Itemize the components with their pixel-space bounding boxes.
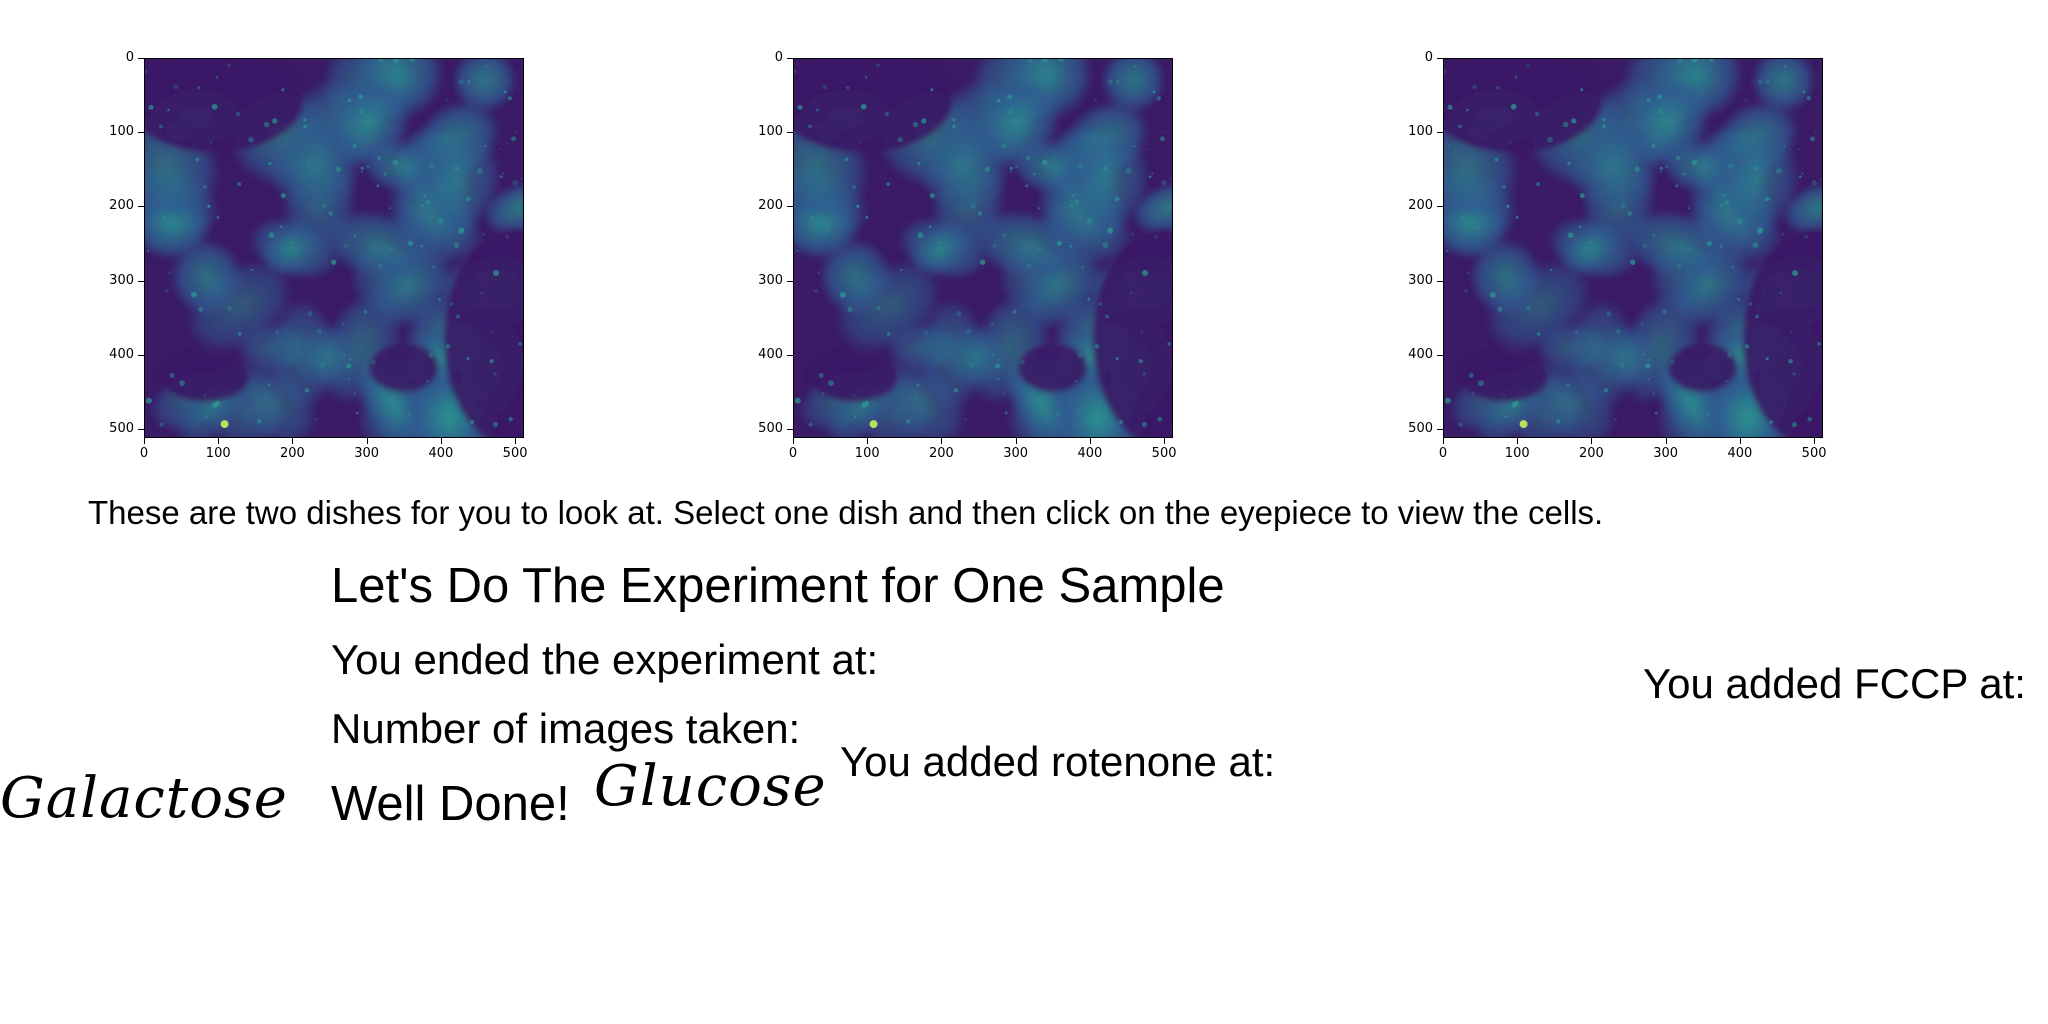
- y-tick-mark: [1437, 58, 1443, 59]
- y-tick-mark: [1437, 280, 1443, 282]
- microscopy-image-2: [793, 58, 1173, 438]
- y-tick-label: 300: [109, 272, 134, 288]
- x-tick-label: 400: [1077, 446, 1103, 461]
- x-tick-label: 200: [1579, 446, 1604, 461]
- ended-label: You ended the experiment at:: [331, 636, 879, 683]
- y-tick-mark: [787, 354, 793, 356]
- x-tick-label: 0: [139, 446, 149, 461]
- x-tick-label: 300: [354, 446, 380, 461]
- x-tick-mark: [1089, 438, 1091, 444]
- y-tick-mark: [787, 429, 793, 431]
- x-tick-label: 300: [1003, 446, 1029, 461]
- y-tick-mark: [1437, 354, 1443, 356]
- x-tick-label: 200: [929, 446, 954, 461]
- x-tick-mark: [440, 438, 442, 444]
- x-tick-mark: [515, 438, 517, 444]
- x-tick-mark: [867, 438, 869, 444]
- y-tick-mark: [787, 280, 793, 282]
- y-tick-mark: [787, 206, 793, 208]
- x-tick-label: 100: [205, 446, 231, 461]
- x-tick-label: 300: [1653, 446, 1679, 461]
- y-tick-label: 500: [109, 421, 134, 437]
- y-tick-label: 0: [1424, 50, 1433, 65]
- x-tick-label: 0: [1438, 446, 1448, 461]
- y-tick-label: 400: [109, 346, 134, 362]
- x-tick-label: 500: [1801, 446, 1827, 461]
- x-tick-mark: [366, 438, 368, 444]
- x-tick-mark: [144, 438, 145, 444]
- y-tick-mark: [138, 280, 144, 282]
- y-tick-label: 200: [758, 198, 783, 214]
- microscopy-image-3: [1443, 58, 1823, 438]
- x-tick-label: 400: [1727, 446, 1753, 461]
- experiment-heading: Let's Do The Experiment for One Sample: [331, 559, 1225, 613]
- x-tick-mark: [218, 438, 220, 444]
- x-tick-mark: [1015, 438, 1017, 444]
- x-tick-mark: [292, 438, 294, 444]
- x-tick-mark: [941, 438, 943, 444]
- y-tick-label: 200: [109, 198, 134, 214]
- y-tick-label: 500: [1408, 421, 1433, 437]
- x-tick-mark: [1517, 438, 1519, 444]
- y-tick-mark: [138, 354, 144, 356]
- y-tick-label: 0: [125, 50, 134, 65]
- y-tick-label: 0: [774, 50, 783, 65]
- rotenone-label: You added rotenone at:: [840, 738, 1276, 785]
- y-tick-mark: [138, 58, 144, 59]
- y-tick-label: 300: [758, 272, 783, 288]
- y-tick-label: 400: [758, 346, 783, 362]
- x-tick-mark: [1443, 438, 1444, 444]
- y-tick-mark: [787, 132, 793, 134]
- y-tick-label: 100: [758, 124, 783, 140]
- y-tick-mark: [138, 429, 144, 431]
- x-tick-label: 100: [854, 446, 880, 461]
- x-tick-label: 200: [280, 446, 305, 461]
- glucose-dish-button[interactable]: Glucose: [594, 754, 827, 819]
- y-tick-mark: [1437, 132, 1443, 134]
- y-tick-mark: [787, 58, 793, 59]
- x-tick-label: 0: [788, 446, 798, 461]
- y-tick-label: 200: [1408, 198, 1433, 214]
- well-done-text: Well Done!: [331, 777, 570, 831]
- x-tick-label: 100: [1504, 446, 1530, 461]
- cell-image-canvas: [1444, 59, 1822, 437]
- microscopy-image-1: [144, 58, 524, 438]
- x-tick-mark: [1814, 438, 1816, 444]
- y-tick-label: 100: [109, 124, 134, 140]
- y-tick-label: 300: [1408, 272, 1433, 288]
- x-tick-mark: [1164, 438, 1166, 444]
- galactose-dish-button[interactable]: Galactose: [0, 766, 288, 831]
- y-tick-label: 100: [1408, 124, 1433, 140]
- images-taken-label: Number of images taken:: [331, 705, 801, 752]
- x-tick-label: 500: [1151, 446, 1177, 461]
- x-tick-label: 400: [428, 446, 454, 461]
- y-tick-label: 500: [758, 421, 783, 437]
- instructions-text: These are two dishes for you to look at.…: [88, 494, 1604, 531]
- y-tick-mark: [138, 132, 144, 134]
- x-tick-label: 500: [502, 446, 528, 461]
- y-tick-mark: [138, 206, 144, 208]
- y-tick-mark: [1437, 429, 1443, 431]
- y-tick-label: 400: [1408, 346, 1433, 362]
- x-tick-mark: [1739, 438, 1741, 444]
- fccp-label: You added FCCP at:: [1643, 660, 2026, 707]
- cell-image-canvas: [145, 59, 523, 437]
- y-tick-mark: [1437, 206, 1443, 208]
- x-tick-mark: [1591, 438, 1593, 444]
- x-tick-mark: [1665, 438, 1667, 444]
- cell-image-canvas: [794, 59, 1172, 437]
- x-tick-mark: [793, 438, 794, 444]
